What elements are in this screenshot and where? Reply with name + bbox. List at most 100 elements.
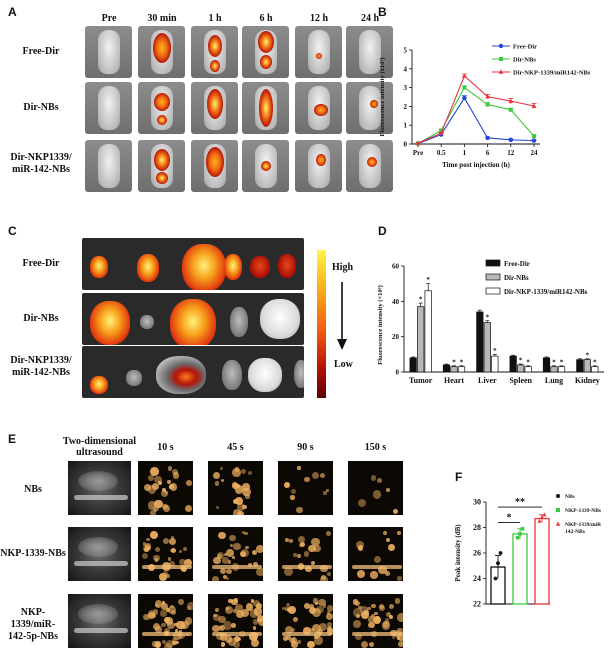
- contrast-speckle: [212, 624, 220, 633]
- contrast-speckle: [382, 621, 390, 628]
- contrast-speckle: [285, 634, 291, 641]
- contrast-speckle: [245, 545, 249, 549]
- contrast-speckle: [173, 640, 178, 645]
- mouse-image: [295, 26, 342, 78]
- contrast-speckle: [230, 544, 234, 548]
- legend-label: Dir-NKP-1339/miR142-NBs: [513, 70, 591, 77]
- column-label: 45 s: [227, 442, 244, 453]
- mouse-image: [242, 140, 289, 192]
- data-point: [542, 512, 547, 517]
- contrast-speckle: [356, 540, 365, 549]
- data-point: [520, 526, 525, 531]
- x-tick-label: Kidney: [575, 376, 600, 385]
- contrast-speckle: [287, 608, 291, 612]
- contrast-speckle: [282, 606, 286, 611]
- contrast-speckle: [327, 621, 333, 628]
- data-point: [518, 532, 522, 536]
- contrast-speckle: [152, 609, 158, 615]
- organ: [230, 307, 248, 337]
- fluorescence-spot: [261, 161, 271, 171]
- contrast-speckle: [161, 601, 166, 605]
- legend-marker: [555, 521, 561, 526]
- contrast-speckle: [229, 535, 236, 542]
- mouse-image: [346, 82, 393, 134]
- contrast-speckle: [355, 613, 360, 618]
- bar: [409, 357, 417, 373]
- column-label: Two-dimensional ultrasound: [62, 436, 137, 458]
- contrast-speckle: [147, 485, 157, 495]
- organ: [90, 301, 130, 345]
- timepoint-label: 6 h: [259, 13, 273, 24]
- row-label: Dir-NKP1339/miR-142-NBs: [10, 152, 72, 175]
- data-point: [498, 551, 503, 555]
- contrast-speckle: [326, 572, 331, 577]
- contrast-speckle: [322, 603, 327, 608]
- contrast-speckle: [320, 473, 326, 479]
- vessel-band: [212, 632, 262, 636]
- contrast-speckle: [397, 627, 403, 634]
- significance-star: *: [426, 276, 430, 284]
- contrast-speckle: [236, 636, 242, 642]
- contrast-speckle: [218, 531, 226, 540]
- contrast-speckle: [149, 531, 158, 540]
- vessel-band: [142, 632, 192, 636]
- panel-label-c: C: [8, 224, 17, 238]
- fluorescence-spot: [314, 104, 328, 116]
- mouse-image: [295, 140, 342, 192]
- contrast-speckle: [170, 604, 174, 608]
- contrast-speckle: [182, 546, 188, 552]
- contrast-speckle: [249, 632, 258, 641]
- vessel-band: [142, 565, 192, 569]
- data-point: [531, 138, 537, 143]
- y-tick-label: 2: [404, 103, 408, 111]
- scale-arrow-icon: [337, 282, 347, 350]
- contrast-speckle: [317, 628, 324, 635]
- contrast-speckle: [251, 599, 255, 603]
- contrast-speckle: [233, 640, 241, 648]
- significance-star: *: [507, 512, 512, 523]
- contrast-speckle: [367, 616, 375, 623]
- contrast-speckle: [253, 607, 263, 616]
- contrast-speckle: [144, 542, 151, 549]
- mouse-image: [191, 140, 238, 192]
- y-axis-label: Peak intensity (dB): [454, 524, 462, 582]
- contrast-speckle: [244, 531, 249, 536]
- row-label: Free-Dir: [22, 46, 60, 57]
- data-point: [496, 561, 500, 566]
- contrast-speckle: [154, 508, 158, 513]
- contrast-speckle: [314, 636, 324, 645]
- contrast-speckle: [385, 538, 390, 543]
- contrast-speckle: [378, 604, 384, 610]
- contrast-speckle: [163, 538, 170, 545]
- bar: [491, 355, 499, 373]
- bar: [583, 359, 591, 373]
- contrast-speckle: [222, 621, 232, 631]
- contrast-speckle: [169, 537, 177, 545]
- contrast-speckle: [240, 608, 249, 617]
- contrast-speckle: [374, 615, 380, 622]
- contrast-speckle: [360, 640, 368, 648]
- contrast-speckle: [233, 542, 242, 551]
- contrast-speckle: [162, 570, 169, 577]
- data-point: [532, 134, 536, 139]
- contrast-speckle: [213, 472, 221, 480]
- row-label: NKP-1339-NBs: [0, 548, 66, 559]
- contrast-speckle: [360, 610, 370, 620]
- contrast-speckle: [154, 500, 163, 509]
- bar: [550, 366, 558, 373]
- contrast-speckle: [225, 548, 235, 558]
- organ-image-strip: [82, 238, 304, 290]
- legend-marker: [556, 508, 560, 512]
- contrast-speckle: [297, 535, 305, 543]
- data-point: [508, 98, 514, 103]
- organ: [140, 315, 154, 329]
- contrast-speckle: [151, 483, 159, 491]
- contrast-speckle: [163, 628, 171, 635]
- mouse-image: [191, 82, 238, 134]
- organ: [294, 360, 304, 388]
- bar: [509, 355, 517, 373]
- panel-label-a: A: [8, 5, 17, 19]
- contrast-speckle: [247, 562, 253, 568]
- contrast-speckle: [186, 559, 192, 565]
